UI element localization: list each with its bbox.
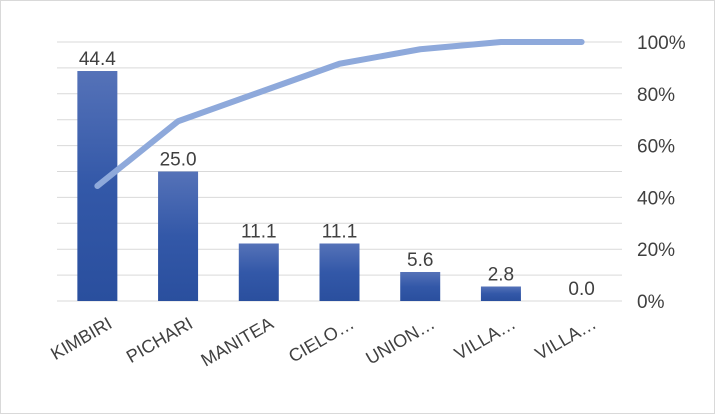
y2-tick-label: 0% — [637, 292, 665, 313]
bars — [77, 71, 521, 302]
y2-tick-label: 60% — [637, 137, 675, 158]
data-label: 11.1 — [241, 222, 277, 243]
bar — [400, 271, 441, 301]
data-label: 44.4 — [79, 49, 116, 70]
secondary-axis-ticks: 0% 20% 40% 60% 80% 100% — [637, 33, 686, 313]
data-label: 2.8 — [488, 264, 514, 285]
category-label: MANITEA — [197, 313, 276, 370]
data-label: 5.6 — [407, 250, 433, 271]
bar — [480, 286, 521, 301]
bar — [158, 171, 199, 301]
y2-tick-label: 20% — [637, 240, 675, 261]
y2-tick-label: 80% — [637, 85, 675, 106]
data-labels: 44.4 25.0 11.1 11.1 5.6 2.8 0.0 — [79, 49, 595, 300]
category-label: VILLA… — [451, 313, 519, 364]
y2-tick-label: 100% — [637, 33, 686, 54]
category-label: UNION… — [362, 313, 438, 368]
bar — [319, 243, 360, 301]
category-label: CIELO… — [285, 313, 357, 366]
bar — [238, 243, 279, 301]
cumulative-percent-line — [94, 39, 585, 190]
category-label: KIMBIRI — [47, 313, 115, 364]
data-label: 25.0 — [160, 150, 197, 171]
data-label: 11.1 — [322, 222, 358, 243]
cumulative-line — [94, 39, 585, 190]
data-label: 0.0 — [568, 279, 594, 300]
category-label: PICHARI — [123, 313, 196, 367]
y2-tick-label: 40% — [637, 188, 675, 209]
category-label: VILLA… — [532, 313, 600, 364]
category-labels: KIMBIRI PICHARI MANITEA CIELO… UNION… VILLA… V… — [47, 313, 599, 370]
